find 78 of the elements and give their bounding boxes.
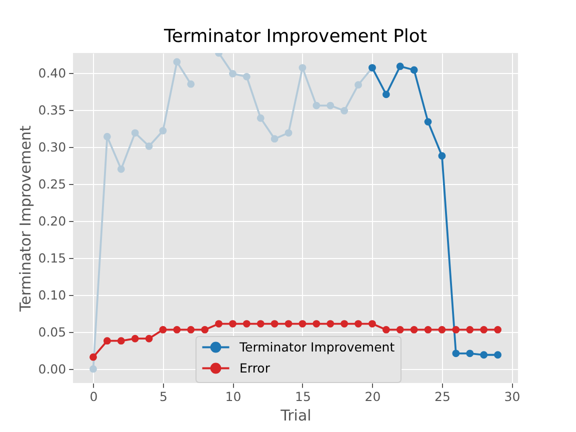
point: [187, 326, 195, 334]
point: [340, 320, 348, 328]
x-tick-label: 25: [434, 388, 450, 404]
point: [326, 102, 334, 110]
point: [312, 102, 320, 110]
point: [382, 90, 390, 98]
y-tick-label: 0.00: [38, 361, 66, 376]
point: [159, 326, 167, 334]
point: [131, 334, 139, 342]
x-tick-label: 30: [504, 388, 520, 404]
point: [145, 142, 153, 150]
y-tick-label: 0.30: [38, 139, 66, 154]
x-tick-label: 20: [364, 388, 381, 404]
point: [173, 326, 181, 334]
point: [424, 326, 432, 334]
point: [312, 320, 320, 328]
point: [215, 320, 222, 328]
point: [103, 132, 111, 140]
point: [452, 350, 460, 358]
y-tick-label: 0.20: [38, 213, 66, 228]
point: [90, 365, 97, 373]
point: [354, 81, 362, 89]
point: [438, 152, 446, 160]
x-tick-label: 5: [160, 388, 168, 404]
point: [229, 70, 236, 78]
point: [201, 326, 209, 334]
point: [117, 337, 125, 345]
point: [242, 320, 250, 328]
point: [396, 326, 404, 334]
point: [438, 326, 446, 334]
point: [256, 320, 264, 328]
point: [131, 129, 139, 137]
x-tick-label: 10: [225, 388, 242, 404]
point: [284, 320, 292, 328]
x-tick-label: 0: [90, 388, 98, 404]
y-tick-label: 0.25: [38, 176, 66, 192]
point: [410, 326, 418, 334]
point: [270, 320, 278, 328]
chart-title: Terminator Improvement Plot: [163, 26, 427, 47]
point: [480, 351, 488, 359]
point: [396, 62, 404, 70]
point: [466, 350, 474, 358]
point: [187, 80, 195, 88]
point: [242, 72, 250, 80]
point: [145, 334, 153, 342]
point: [494, 326, 502, 334]
y-tick-label: 0.05: [38, 324, 66, 340]
point: [340, 107, 348, 114]
point: [480, 326, 488, 334]
point: [90, 353, 97, 361]
point: [103, 337, 111, 345]
y-tick-label: 0.35: [38, 102, 66, 118]
y-tick-label: 0.10: [38, 287, 66, 302]
point: [298, 64, 306, 72]
point: [229, 320, 236, 328]
point: [382, 326, 390, 334]
point: [326, 320, 334, 328]
point: [368, 320, 376, 328]
x-tick-label: 15: [295, 388, 311, 404]
y-tick-label: 0.15: [38, 250, 66, 266]
point: [256, 114, 264, 122]
point: [410, 66, 418, 74]
y-tick-label: 0.40: [38, 65, 66, 80]
point: [270, 135, 278, 143]
point: [298, 320, 306, 328]
point: [173, 58, 181, 66]
point: [452, 326, 460, 334]
point: [284, 129, 292, 137]
y-axis-title: Terminator Improvement: [16, 125, 34, 313]
x-axis-title: Trial: [280, 406, 312, 424]
legend-label: Terminator Improvement: [238, 339, 395, 354]
legend-label: Error: [240, 360, 271, 376]
point: [466, 326, 474, 334]
point: [424, 118, 432, 126]
point: [494, 351, 502, 359]
point: [354, 320, 362, 328]
point: [117, 165, 125, 173]
point: [159, 126, 167, 134]
